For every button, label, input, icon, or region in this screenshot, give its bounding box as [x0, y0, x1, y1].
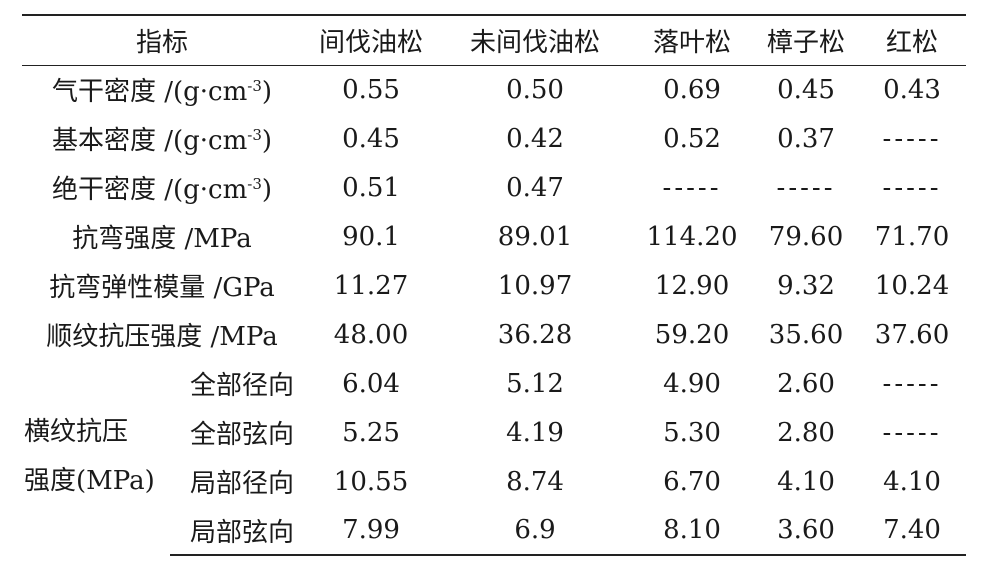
table-row: 基本密度 /(g·cm-3) 0.45 0.42 0.52 0.37 ----- [22, 114, 966, 163]
table-row: 局部弦向 7.99 6.9 8.10 3.60 7.40 [22, 506, 967, 556]
cell: 89.01 [497, 221, 573, 252]
cell: 12.90 [654, 270, 730, 301]
table-row: 局部径向 10.55 8.74 6.70 4.10 4.10 [22, 457, 966, 506]
cell: 4.90 [663, 368, 721, 399]
row-label: 绝干密度 /(g·cm-3) [51, 175, 273, 205]
header-larch: 落叶松 [630, 14, 755, 66]
cell: 48.00 [333, 319, 409, 350]
sub-row-label: 全部弦向 [190, 420, 295, 450]
cell: 2.60 [777, 368, 835, 399]
table-row: 气干密度 /(g·cm-3) 0.55 0.50 0.69 0.45 0.43 [22, 65, 966, 114]
wood-properties-table: 指标 间伐油松 未间伐油松 落叶松 樟子松 红松 气干密度 /(g·cm-3) … [22, 14, 967, 556]
cell: 5.30 [663, 417, 721, 448]
cell: ----- [776, 172, 836, 203]
sub-row-label: 局部径向 [190, 469, 295, 499]
cell: 6.70 [663, 466, 721, 497]
cell: 10.24 [874, 270, 950, 301]
cell: 11.27 [333, 270, 409, 301]
table-row: 抗弯强度 /MPa 90.1 89.01 114.20 79.60 71.70 [22, 212, 966, 261]
cell: 3.60 [754, 506, 859, 556]
cell: 10.97 [497, 270, 573, 301]
header-mongolian-pine: 樟子松 [754, 14, 859, 66]
cell: 0.52 [663, 123, 721, 154]
header-row: 指标 间伐油松 未间伐油松 落叶松 樟子松 红松 [22, 14, 967, 66]
cell: 0.47 [506, 172, 564, 203]
cell: 71.70 [874, 221, 950, 252]
cell: 0.50 [506, 74, 564, 105]
sub-row-label: 局部弦向 [170, 506, 303, 556]
row-label: 抗弯强度 /MPa [72, 224, 252, 254]
cell: 0.45 [777, 74, 835, 105]
table-row: 横纹抗压 强度(MPa) 全部径向 6.04 5.12 4.90 2.60 --… [22, 359, 966, 497]
cell: 0.51 [342, 172, 400, 203]
cell: 0.69 [663, 74, 721, 105]
header-korean-pine: 红松 [858, 14, 967, 66]
table-row: 抗弯弹性模量 /GPa 11.27 10.97 12.90 9.32 10.24 [22, 261, 966, 310]
cell: ----- [882, 417, 942, 448]
header-thinned-pine: 间伐油松 [302, 14, 441, 66]
cell: 6.9 [440, 506, 631, 556]
row-label: 基本密度 /(g·cm-3) [51, 126, 273, 156]
cell: 7.99 [302, 506, 441, 556]
row-label: 抗弯弹性模量 /GPa [49, 273, 275, 303]
cell: 79.60 [768, 221, 844, 252]
cell: 90.1 [342, 221, 400, 252]
cell: 10.55 [333, 466, 409, 497]
cell: 5.12 [506, 368, 564, 399]
cell: 4.10 [777, 466, 835, 497]
cell: 8.10 [630, 506, 755, 556]
group-label-line2: 强度(MPa) [24, 466, 155, 496]
cell: 5.25 [342, 417, 400, 448]
header-indicator: 指标 [22, 14, 303, 66]
cell: ----- [882, 368, 942, 399]
cell: ----- [662, 172, 722, 203]
header-unthinned-pine: 未间伐油松 [440, 14, 631, 66]
cell: 9.32 [777, 270, 835, 301]
cell: 36.28 [497, 319, 573, 350]
sub-row-label: 全部径向 [190, 371, 295, 401]
row-label: 气干密度 /(g·cm-3) [51, 77, 273, 108]
cell: ----- [882, 123, 942, 154]
group-label-line1: 横纹抗压 [24, 417, 129, 447]
cell: ----- [882, 172, 942, 203]
cell: 59.20 [654, 319, 730, 350]
cell: 8.74 [506, 466, 564, 497]
cell: 7.40 [858, 506, 967, 556]
cell: 4.19 [506, 417, 564, 448]
cell: 4.10 [883, 466, 941, 497]
cell: 2.80 [777, 417, 835, 448]
cell: 0.43 [883, 74, 941, 105]
cell: 6.04 [342, 368, 400, 399]
cell: 114.20 [646, 221, 738, 252]
table-row: 全部弦向 5.25 4.19 5.30 2.80 ----- [22, 408, 966, 457]
cell: 37.60 [874, 319, 950, 350]
table-row: 顺纹抗压强度 /MPa 48.00 36.28 59.20 35.60 37.6… [22, 310, 966, 359]
table-row: 绝干密度 /(g·cm-3) 0.51 0.47 ----- ----- ---… [22, 163, 966, 212]
cell: 0.55 [342, 74, 400, 105]
cell: 0.37 [777, 123, 835, 154]
cell: 0.45 [342, 123, 400, 154]
cell: 0.42 [506, 123, 564, 154]
group-label: 横纹抗压 强度(MPa) [22, 359, 170, 555]
row-label: 顺纹抗压强度 /MPa [46, 322, 278, 352]
cell: 35.60 [768, 319, 844, 350]
